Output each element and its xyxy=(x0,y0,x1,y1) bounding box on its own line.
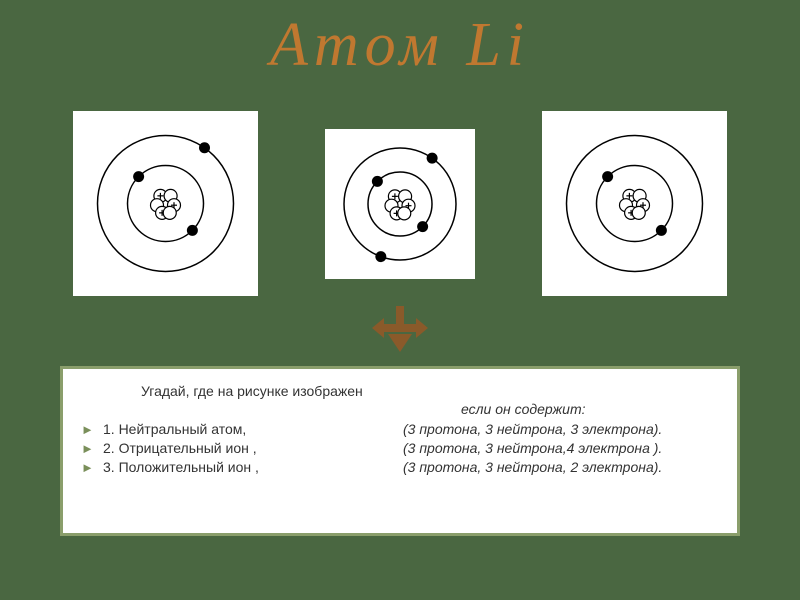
row-right: (3 протона, 3 нейтрона, 3 электрона). xyxy=(403,421,662,437)
bullet-icon: ► xyxy=(81,421,103,439)
row-right: (3 протона, 3 нейтрона, 2 электрона). xyxy=(403,459,662,475)
panel-intro: Угадай, где на рисунке изображен xyxy=(141,383,719,399)
row-left: 1. Нейтральный атом, xyxy=(103,421,403,437)
arrow-container xyxy=(0,304,800,354)
panel-row: ► 2. Отрицательный ион , (3 протона, 3 н… xyxy=(81,440,719,458)
atom-diagram-neutral-atom xyxy=(73,111,258,296)
bullet-icon: ► xyxy=(81,459,103,477)
atom-diagram-positive-ion xyxy=(542,111,727,296)
row-left: 2. Отрицательный ион , xyxy=(103,440,403,456)
question-panel: Угадай, где на рисунке изображен если он… xyxy=(60,366,740,536)
panel-row: ► 3. Положительный ион , (3 протона, 3 н… xyxy=(81,459,719,477)
split-arrow-icon xyxy=(370,304,430,354)
bullet-icon: ► xyxy=(81,440,103,458)
row-left: 3. Положительный ион , xyxy=(103,459,403,475)
atom-diagram-negative-ion xyxy=(325,129,475,279)
diagrams-row xyxy=(0,111,800,296)
row-right: (3 протона, 3 нейтрона,4 электрона ). xyxy=(403,440,662,456)
panel-rows: ► 1. Нейтральный атом, (3 протона, 3 ней… xyxy=(81,421,719,477)
panel-row: ► 1. Нейтральный атом, (3 протона, 3 ней… xyxy=(81,421,719,439)
page-title: Атом Li xyxy=(0,0,800,81)
panel-subtitle: если он содержит: xyxy=(461,401,719,417)
